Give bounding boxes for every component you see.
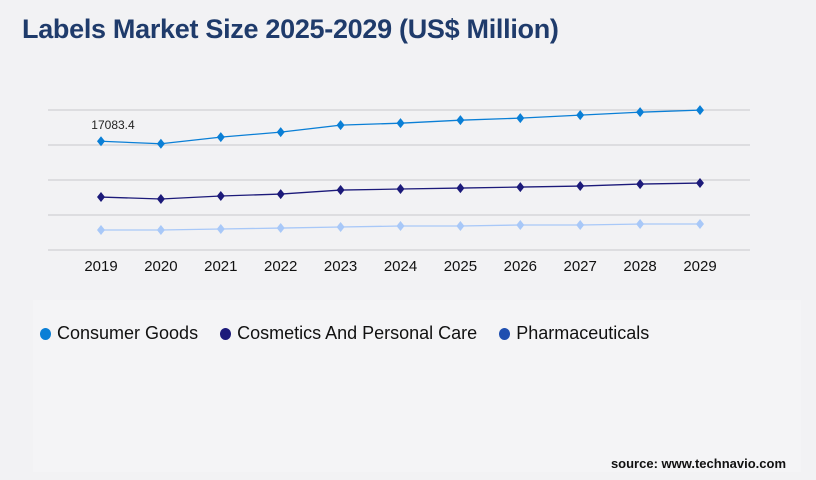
data-point <box>97 192 105 203</box>
legend-item-cosmetics: Cosmetics And Personal Care <box>220 323 477 344</box>
data-point <box>516 182 525 193</box>
x-tick-label: 2027 <box>564 258 597 275</box>
data-point <box>336 120 345 131</box>
data-point <box>636 219 645 230</box>
data-point <box>336 222 345 233</box>
data-point <box>516 113 525 124</box>
data-point <box>456 183 465 194</box>
x-tick-label: 2021 <box>204 258 237 275</box>
legend-item-pharmaceuticals: Pharmaceuticals <box>499 323 649 344</box>
data-point <box>276 189 285 200</box>
x-tick-label: 2029 <box>683 258 716 275</box>
data-point <box>576 110 585 121</box>
data-point <box>576 219 585 230</box>
data-point <box>97 225 105 236</box>
data-label: 17083.4 <box>91 118 135 132</box>
data-point <box>576 181 585 192</box>
data-point <box>456 221 465 232</box>
data-point <box>696 105 704 116</box>
line-chart: 2019 2020 2021 2022 2023 2024 2025 2026 2027 2028… <box>48 105 750 275</box>
x-tick-label: 2025 <box>444 258 477 275</box>
x-tick-label: 2020 <box>144 258 177 275</box>
data-point <box>636 107 645 118</box>
data-point <box>456 115 465 126</box>
data-point <box>97 136 105 147</box>
x-tick-label: 2023 <box>324 258 357 275</box>
data-point <box>636 179 645 190</box>
legend-marker <box>40 327 51 340</box>
x-tick-label: 2028 <box>623 258 656 275</box>
data-point <box>696 219 704 230</box>
data-point <box>516 219 525 230</box>
data-point <box>696 178 704 189</box>
x-tick-label: 2024 <box>384 258 417 275</box>
legend: Consumer Goods Cosmetics And Personal Ca… <box>40 323 649 344</box>
chart-title: Labels Market Size 2025-2029 (US$ Millio… <box>22 14 559 44</box>
legend-label: Pharmaceuticals <box>516 323 650 343</box>
legend-marker <box>220 327 232 340</box>
data-point <box>396 118 405 129</box>
legend-background <box>33 300 801 472</box>
data-point <box>396 221 405 232</box>
data-point <box>216 191 225 202</box>
data-point <box>276 223 285 234</box>
data-point <box>156 194 165 205</box>
data-point <box>216 132 225 143</box>
x-tick-label: 2019 <box>84 258 117 275</box>
x-tick-label: 2022 <box>264 258 297 275</box>
data-point <box>276 127 285 138</box>
data-point <box>396 184 405 195</box>
legend-marker <box>499 327 511 340</box>
x-tick-label: 2026 <box>504 258 537 275</box>
data-point <box>156 138 165 149</box>
data-point <box>216 224 225 234</box>
source-text: source: www.technavio.com <box>610 456 786 471</box>
data-point <box>156 225 165 236</box>
legend-label: Cosmetics And Personal Care <box>237 323 478 343</box>
legend-label: Consumer Goods <box>57 323 199 343</box>
legend-item-consumer-goods: Consumer Goods <box>40 323 198 344</box>
data-point <box>336 185 345 196</box>
